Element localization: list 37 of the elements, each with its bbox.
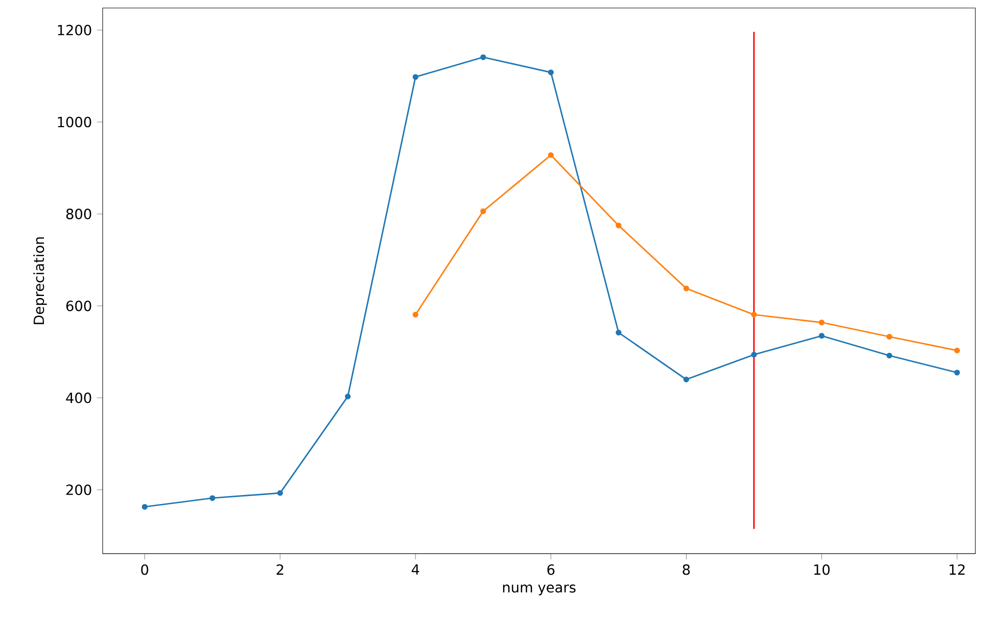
- x-axis-title: num years: [503, 584, 576, 596]
- point: [616, 330, 622, 336]
- point: [886, 334, 892, 340]
- point: [548, 70, 554, 76]
- y-tick-label: 200: [66, 484, 92, 496]
- point: [277, 490, 283, 496]
- y-tick-label: 400: [66, 392, 92, 404]
- point: [751, 352, 757, 358]
- point: [412, 312, 418, 318]
- x-tick-label: 2: [276, 564, 284, 575]
- point: [210, 495, 216, 502]
- y-tick-label: 600: [66, 300, 92, 312]
- point: [142, 504, 148, 510]
- point: [480, 208, 486, 214]
- x-tick-label: 4: [412, 564, 420, 575]
- point: [818, 320, 825, 326]
- y-tick-label: 1000: [58, 116, 92, 128]
- point: [886, 352, 892, 359]
- y-axis-title: Depreciation: [33, 237, 47, 324]
- point: [480, 54, 486, 60]
- point: [954, 370, 960, 376]
- y-tick-label: 800: [66, 208, 92, 220]
- y-tick-label: 1200: [58, 24, 92, 36]
- point: [818, 333, 825, 339]
- x-tick-label: 12: [950, 564, 965, 575]
- x-tick-label: 0: [141, 564, 148, 576]
- point: [954, 348, 960, 354]
- point: [412, 74, 418, 80]
- point: [616, 222, 622, 228]
- x-tick-label: 10: [814, 564, 830, 576]
- point: [683, 376, 690, 382]
- x-tick-label: 6: [547, 564, 554, 576]
- point: [683, 286, 690, 292]
- point: [344, 394, 351, 400]
- point: [751, 312, 757, 318]
- x-tick-label: 8: [682, 564, 690, 576]
- point: [548, 152, 554, 158]
